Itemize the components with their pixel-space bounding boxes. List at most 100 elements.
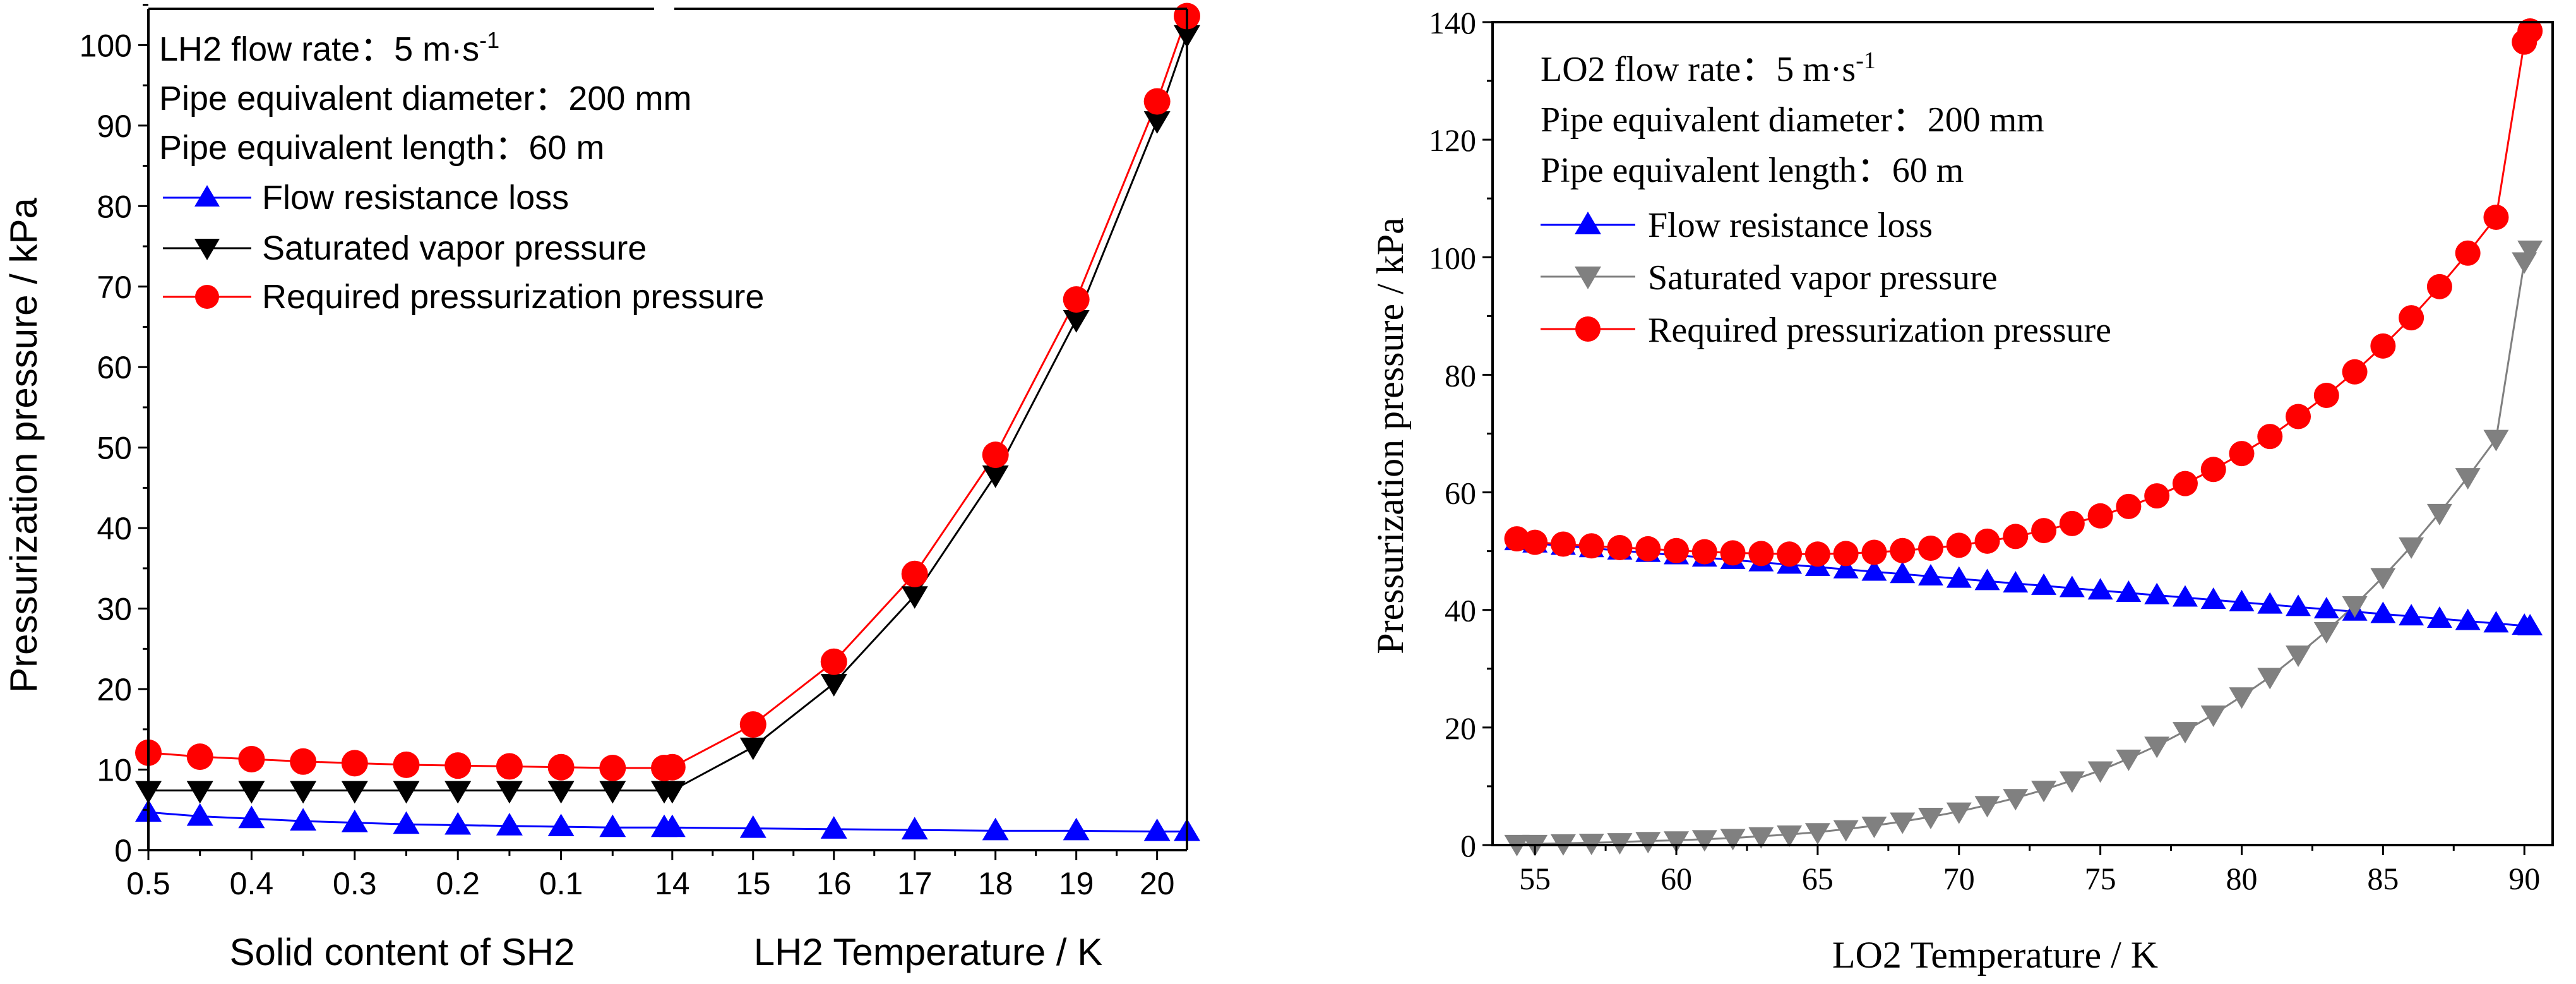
right-point-required-pressurization-pressure [2087, 503, 2113, 529]
right-point-required-pressurization-pressure [2313, 383, 2339, 409]
right-point-flow-resistance-loss [1890, 561, 1916, 584]
right-point-saturated-vapor-pressure [2059, 771, 2085, 793]
left-point-required-pressurization-pressure [901, 560, 928, 587]
left-point-flow-resistance-loss [982, 817, 1009, 841]
left-point-saturated-vapor-pressure [659, 781, 686, 804]
left-point-flow-resistance-loss [496, 813, 523, 836]
right-point-flow-resistance-loss [2483, 611, 2509, 633]
right-point-flow-resistance-loss [2455, 608, 2481, 630]
left-x-tick-label: 16 [816, 866, 852, 901]
right-point-required-pressurization-pressure [1833, 541, 1859, 567]
left-y-tick-label: 10 [97, 753, 132, 788]
left-point-saturated-vapor-pressure [496, 781, 523, 804]
right-point-saturated-vapor-pressure [2426, 503, 2452, 525]
right-point-saturated-vapor-pressure [1777, 825, 1803, 847]
right-point-required-pressurization-pressure [2286, 404, 2311, 429]
left-legend-circle-marker [195, 285, 219, 309]
right-diameter-label: Pipe equivalent diameter：200 mm [1541, 100, 2044, 140]
left-point-saturated-vapor-pressure [444, 781, 472, 804]
right-point-saturated-vapor-pressure [2087, 761, 2113, 783]
right-point-required-pressurization-pressure [1635, 536, 1661, 561]
left-diameter-label: Pipe equivalent diameter：200 mm [159, 80, 691, 117]
right-legend-item-required: Required pressurization pressure [1541, 311, 2111, 350]
left-length-label: Pipe equivalent length：60 m [159, 129, 604, 167]
right-point-saturated-vapor-pressure [1917, 808, 1943, 830]
right-point-required-pressurization-pressure [2399, 305, 2424, 331]
left-point-flow-resistance-loss [659, 814, 686, 837]
right-ticks: 0 20 40 60 80 100 120 140 55 60 65 70 75 80 85 90 [1429, 5, 2540, 896]
right-point-required-pressurization-pressure [1974, 528, 2000, 554]
left-point-flow-resistance-loss [1063, 817, 1090, 841]
right-y-tick-label: 60 [1445, 476, 1476, 511]
right-point-flow-resistance-loss [2200, 587, 2226, 609]
left-y-tick-label: 90 [97, 109, 132, 144]
right-point-saturated-vapor-pressure [1748, 827, 1774, 849]
right-point-saturated-vapor-pressure [2370, 568, 2396, 590]
left-x-tick-label: 0.1 [539, 866, 583, 901]
right-point-saturated-vapor-pressure [1691, 830, 1717, 852]
right-point-required-pressurization-pressure [2116, 493, 2142, 519]
left-series-markers [135, 3, 1200, 841]
left-point-saturated-vapor-pressure [599, 781, 626, 804]
left-point-flow-resistance-loss [547, 813, 575, 837]
right-x-tick-label: 60 [1661, 861, 1692, 896]
right-y-tick-label: 140 [1429, 5, 1476, 40]
right-point-saturated-vapor-pressure [1804, 823, 1830, 845]
right-x-tick-label: 80 [2226, 861, 2257, 896]
right-point-saturated-vapor-pressure [2517, 240, 2543, 262]
left-point-required-pressurization-pressure [820, 648, 847, 675]
left-legend: Flow resistance loss Saturated vapor pre… [163, 179, 764, 316]
right-x-tick-label: 75 [2085, 861, 2116, 896]
left-point-required-pressurization-pressure [290, 748, 317, 775]
left-y-tick-label: 40 [97, 511, 132, 546]
right-point-flow-resistance-loss [2399, 604, 2424, 626]
left-point-flow-resistance-loss [739, 815, 766, 838]
left-point-flow-resistance-loss [820, 816, 847, 839]
right-point-saturated-vapor-pressure [2200, 705, 2226, 728]
svg-text:Flow resistance loss: Flow resistance loss [1648, 206, 1933, 245]
right-point-required-pressurization-pressure [1890, 537, 1916, 563]
left-y-tick-label: 20 [97, 672, 132, 707]
left-point-flow-resistance-loss [599, 814, 626, 837]
right-x-tick-label: 55 [1519, 861, 1551, 896]
left-point-required-pressurization-pressure [547, 753, 575, 781]
left-point-required-pressurization-pressure [444, 752, 472, 779]
right-x-tick-label: 90 [2508, 861, 2540, 896]
right-point-flow-resistance-loss [2059, 575, 2085, 597]
left-point-flow-resistance-loss [901, 817, 928, 840]
right-point-flow-resistance-loss [1833, 556, 1859, 579]
left-legend-item-vapor: Saturated vapor pressure [163, 229, 647, 267]
left-point-required-pressurization-pressure [496, 753, 523, 780]
left-point-required-pressurization-pressure [659, 753, 686, 781]
right-legend: Flow resistance loss Saturated vapor pre… [1541, 206, 2111, 350]
right-point-saturated-vapor-pressure [2257, 668, 2283, 690]
right-point-required-pressurization-pressure [2426, 273, 2452, 299]
right-annotations: LO2 flow rate：5 m·s-1 Pipe equivalent di… [1541, 47, 2044, 190]
left-point-required-pressurization-pressure [599, 754, 626, 781]
right-point-required-pressurization-pressure [1861, 539, 1887, 565]
left-point-required-pressurization-pressure [1143, 88, 1171, 115]
right-point-saturated-vapor-pressure [1720, 829, 1746, 851]
right-point-saturated-vapor-pressure [2399, 537, 2424, 559]
left-point-flow-resistance-loss [238, 805, 265, 829]
left-point-saturated-vapor-pressure [547, 781, 575, 804]
right-point-saturated-vapor-pressure [2342, 596, 2368, 618]
left-x-tick-label: 20 [1140, 866, 1175, 901]
right-point-saturated-vapor-pressure [1974, 796, 2000, 818]
right-point-saturated-vapor-pressure [1861, 817, 1887, 839]
left-y-tick-label: 30 [97, 592, 132, 627]
right-point-required-pressurization-pressure [1946, 532, 1972, 558]
left-flow-rate-label: LH2 flow rate：5 m·s-1 [159, 27, 499, 68]
right-x-tick-label: 70 [1943, 861, 1975, 896]
left-point-saturated-vapor-pressure [186, 781, 213, 804]
left-x-tick-label: 14 [655, 866, 690, 901]
right-point-required-pressurization-pressure [1664, 537, 1690, 563]
svg-text:Flow resistance loss: Flow resistance loss [262, 179, 569, 217]
left-x-tick-label: 0.3 [333, 866, 377, 901]
right-x-tick-label: 65 [1802, 861, 1834, 896]
right-point-required-pressurization-pressure [2483, 204, 2509, 230]
right-point-required-pressurization-pressure [2455, 240, 2481, 266]
right-point-saturated-vapor-pressure [2483, 429, 2509, 452]
left-point-required-pressurization-pressure [186, 743, 213, 771]
